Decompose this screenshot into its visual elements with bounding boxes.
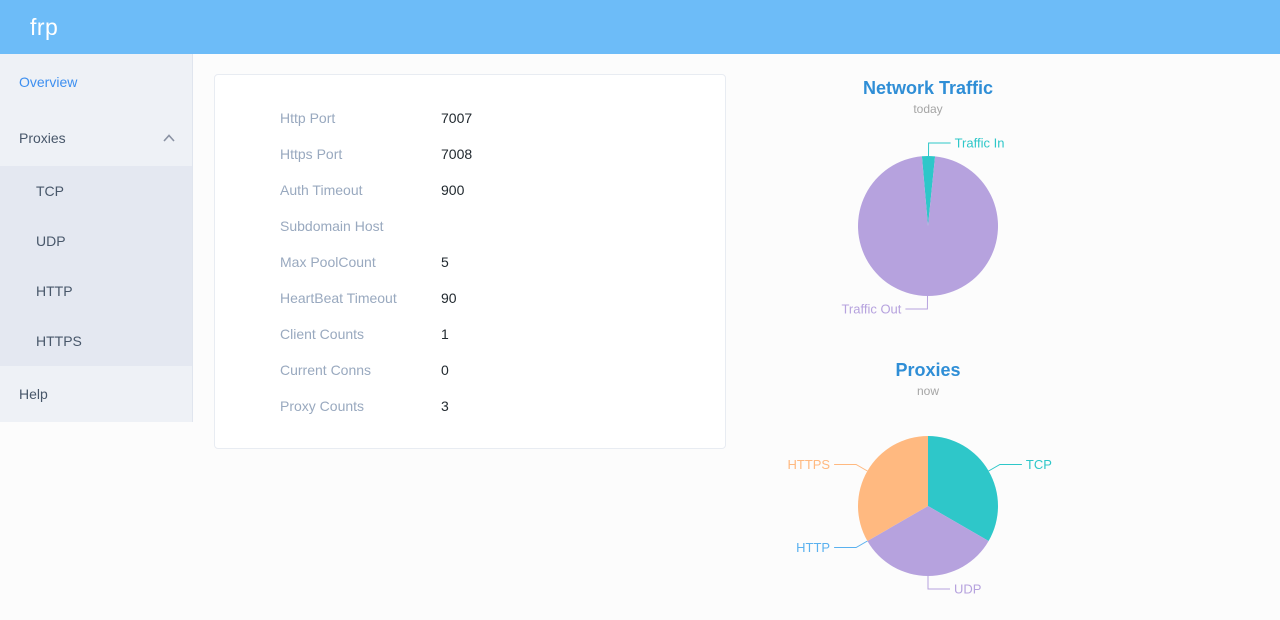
server-info-value: 1 <box>441 326 449 342</box>
server-info-row: Subdomain Host <box>215 208 725 244</box>
pie-leader-line-https <box>834 464 868 472</box>
server-info-panel: Http Port 7007 Https Port 7008 Auth Time… <box>214 74 726 449</box>
server-info-row: Proxy Counts 3 <box>215 388 725 424</box>
server-info-row: HeartBeat Timeout 90 <box>215 280 725 316</box>
sidebar-item-help-label: Help <box>19 386 48 402</box>
network-traffic-title: Network Traffic <box>862 78 994 98</box>
network-traffic-pie[interactable]: Traffic In Traffic Out <box>778 126 1078 326</box>
proxies-pie[interactable]: TCP UDP HTTP HTTPS <box>778 406 1078 606</box>
sidebar-item-proxies[interactable]: Proxies <box>0 110 192 166</box>
sidebar-item-overview-label: Overview <box>19 74 78 90</box>
chevron-up-icon <box>163 134 175 142</box>
sidebar-nav: Overview Proxies TCP UDP HTTP HTTPS Help <box>0 54 193 422</box>
pie-slice-tcp[interactable] <box>928 436 998 541</box>
sidebar-item-overview[interactable]: Overview <box>0 54 192 110</box>
sidebar-subitem-label: HTTPS <box>36 333 82 349</box>
pie-leader-line-tcp <box>988 464 1022 472</box>
server-info-label: Subdomain Host <box>280 218 384 234</box>
sidebar-subitem-label: TCP <box>36 183 64 199</box>
server-info-row: Max PoolCount 5 <box>215 244 725 280</box>
server-info-row: Client Counts 1 <box>215 316 725 352</box>
server-info-row: Auth Timeout 900 <box>215 172 725 208</box>
pie-label-udp: UDP <box>954 582 981 597</box>
pie-leader-line-http <box>834 540 868 548</box>
server-info-label: Proxy Counts <box>280 398 365 414</box>
network-traffic-subtitle: today <box>913 102 943 116</box>
server-info-row: Https Port 7008 <box>215 136 725 172</box>
app-header: frp <box>0 0 1280 54</box>
server-info-label: Max PoolCount <box>280 254 376 270</box>
server-info-row: Http Port 7007 <box>215 100 725 136</box>
sidebar-submenu-proxies: TCP UDP HTTP HTTPS <box>0 166 192 366</box>
pie-slice-https[interactable] <box>858 436 928 541</box>
server-info-label: Http Port <box>280 110 336 126</box>
server-info-label: Current Conns <box>280 362 372 378</box>
server-info-value: 7008 <box>441 146 473 162</box>
server-info-label: HeartBeat Timeout <box>280 290 397 306</box>
sidebar-subitem[interactable]: UDP <box>0 216 192 266</box>
pie-slice-traffic-out[interactable] <box>858 156 999 297</box>
sidebar-item-proxies-label: Proxies <box>19 130 66 146</box>
pie-label-traffic-in: Traffic In <box>955 136 1005 151</box>
server-info-label: Auth Timeout <box>280 182 363 198</box>
sidebar-subitem[interactable]: TCP <box>0 166 192 216</box>
pie-leader-line-traffic-out <box>905 295 928 310</box>
pie-label-http: HTTP <box>796 540 830 555</box>
app-logo[interactable]: frp <box>30 13 59 40</box>
server-info-label: Https Port <box>280 146 343 162</box>
server-info-value: 90 <box>441 290 457 306</box>
proxies-title: Proxies <box>895 360 961 380</box>
sidebar-subitem[interactable]: HTTPS <box>0 316 192 366</box>
pie-label-https: HTTPS <box>787 457 830 472</box>
server-info-row: Current Conns 0 <box>215 352 725 388</box>
pie-label-traffic-out: Traffic Out <box>841 301 901 316</box>
pie-label-tcp: TCP <box>1026 457 1052 472</box>
server-info-value: 7007 <box>441 110 473 126</box>
pie-slice-udp[interactable] <box>867 506 989 576</box>
pie-leader-line-traffic-in <box>928 142 951 157</box>
network-traffic-chart: Network Traffic today Traffic In Traffic … <box>778 76 1078 331</box>
server-info-label: Client Counts <box>280 326 365 342</box>
sidebar-subitem-label: UDP <box>36 233 66 249</box>
server-info-value: 5 <box>441 254 449 270</box>
sidebar-subitem-label: HTTP <box>36 283 73 299</box>
server-info-value: 0 <box>441 362 449 378</box>
pie-slice-traffic-in[interactable] <box>921 156 936 226</box>
server-info-value: 3 <box>441 398 449 414</box>
sidebar-subitem[interactable]: HTTP <box>0 266 192 316</box>
sidebar-item-help[interactable]: Help <box>0 366 192 422</box>
server-info-value: 900 <box>441 182 465 198</box>
proxies-chart: Proxies now TCP UDP HTTP HTTPS <box>778 358 1078 611</box>
pie-leader-line-udp <box>927 576 950 590</box>
proxies-subtitle: now <box>916 384 939 398</box>
